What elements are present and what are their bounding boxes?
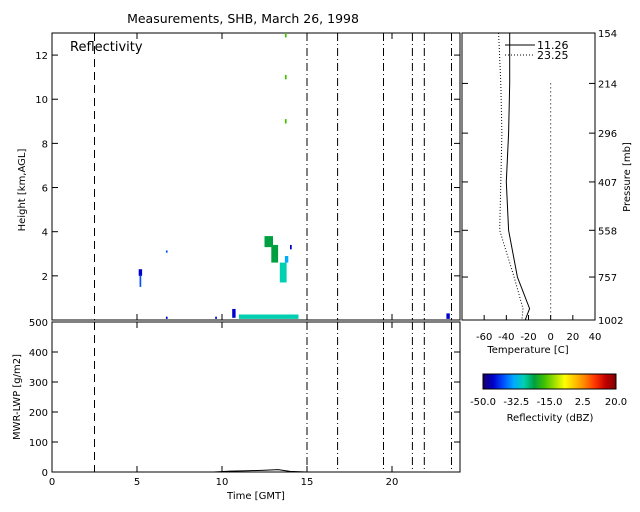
echo-5 (279, 262, 287, 283)
lwp-ytick-label-3: 300 (29, 378, 48, 389)
refl-ytick-label-2: 6 (42, 184, 48, 195)
echo-11 (239, 314, 299, 319)
lwp-ytick-label-2: 200 (29, 408, 48, 419)
echo-12 (232, 308, 236, 318)
lwp-time-markers (94, 322, 452, 472)
echo-8 (284, 119, 287, 124)
echo-6 (284, 255, 289, 263)
reflectivity-plot-frame (51, 32, 461, 321)
reflectivity-time-markers (94, 33, 452, 320)
profile-xtick-label-2: -20 (520, 332, 536, 343)
legend-label-solid: 11.26 (537, 39, 569, 52)
profile-ytick-label-5: 757 (598, 273, 617, 284)
profile-axes: 154 214 296 407 558 757 1002 -60 -40 -20 0 20 40 (462, 29, 623, 343)
chart-title: Measurements, SHB, March 26, 1998 (127, 11, 359, 26)
colorbar-label: Reflectivity (dBZ) (507, 413, 594, 424)
profile-xtick-label-5: 40 (589, 332, 602, 343)
echo-1 (139, 275, 142, 287)
profile-ytick-label-4: 558 (598, 226, 617, 237)
profile-xlabel: Temperature [C] (486, 345, 568, 356)
colorbar: -50.0 -32.5 -15.0 2.5 20.0 Reflectivity (dBZ… (470, 373, 627, 424)
colorbar-gradient (482, 373, 617, 390)
echo-14 (165, 316, 168, 319)
reflectivity-echoes (138, 33, 450, 319)
echo-2 (165, 250, 168, 253)
echo-13 (215, 316, 217, 319)
echo-9 (284, 33, 287, 38)
profile-xtick-label-3: 0 (547, 332, 553, 343)
echo-7 (290, 244, 292, 250)
profile-ytick-label-3: 407 (598, 178, 617, 189)
refl-ytick-label-5: 12 (35, 51, 48, 62)
lwp-ylabel: MWR-LWP [g/m2] (12, 354, 23, 440)
lwp-ytick-label-1: 100 (29, 438, 48, 449)
profile-series-1 (498, 32, 524, 321)
profile-xtick-label-1: -40 (498, 332, 514, 343)
lwp-xtick-label-1: 5 (134, 477, 140, 488)
colorbar-ticks: -50.0 -32.5 -15.0 2.5 20.0 (470, 397, 627, 408)
lwp-xlabel: Time [GMT] (226, 491, 285, 502)
lwp-ytick-label-0: 0 (42, 468, 48, 479)
refl-ytick-label-0: 2 (42, 272, 48, 283)
echo-4 (271, 244, 279, 263)
reflectivity-axes: 2 4 6 8 10 12 (35, 33, 460, 320)
lwp-ytick-label-5: 500 (29, 318, 48, 329)
profile-xtick-label-0: -60 (476, 332, 492, 343)
lwp-xtick-label-0: 0 (49, 477, 55, 488)
colorbar-tick-label-4: 20.0 (605, 397, 627, 408)
colorbar-tick-label-1: -32.5 (503, 397, 529, 408)
profile-legend: 11.26 23.25 (505, 39, 569, 62)
lwp-ytick-label-4: 400 (29, 348, 48, 359)
echo-10 (284, 74, 287, 80)
profile-series-0 (505, 33, 531, 321)
echo-0 (138, 269, 143, 276)
profile-xtick-label-4: 20 (566, 332, 579, 343)
profile-ytick-label-1: 214 (598, 79, 617, 90)
lwp-axes: 0 100 200 300 400 500 0 5 10 15 20 (29, 318, 460, 488)
profile-panel: 154 214 296 407 558 757 1002 -60 -40 -20 0 20 40 11.… (461, 29, 633, 356)
colorbar-tick-label-2: -15.0 (537, 397, 563, 408)
profile-plot-frame (461, 32, 596, 321)
reflectivity-panel: Reflectivity Height [km,AGL] 2 4 6 8 10 12 (17, 32, 461, 321)
profile-ylabel: Pressure [mb] (622, 142, 633, 212)
refl-ytick-label-1: 4 (42, 228, 48, 239)
lwp-xtick-label-3: 15 (301, 477, 314, 488)
lwp-plot-frame (51, 321, 461, 473)
echo-3 (264, 236, 273, 248)
echo-15 (446, 313, 450, 319)
lwp-line (52, 469, 460, 473)
lwp-series (52, 469, 460, 473)
lwp-xtick-label-4: 20 (386, 477, 399, 488)
colorbar-tick-label-0: -50.0 (470, 397, 496, 408)
profile-ytick-label-0: 154 (598, 29, 617, 40)
lwp-xtick-label-2: 10 (216, 477, 229, 488)
refl-ytick-label-3: 8 (42, 139, 48, 150)
colorbar-tick-label-3: 2.5 (575, 397, 591, 408)
profile-ytick-label-6: 1002 (598, 316, 623, 327)
profile-lines (498, 32, 552, 321)
reflectivity-panel-label: Reflectivity (70, 40, 143, 55)
legend-label-dotted: 23.25 (537, 49, 569, 62)
profile-ytick-label-2: 296 (598, 129, 617, 140)
reflectivity-ylabel: Height [km,AGL] (17, 149, 28, 232)
refl-ytick-label-4: 10 (35, 95, 48, 106)
